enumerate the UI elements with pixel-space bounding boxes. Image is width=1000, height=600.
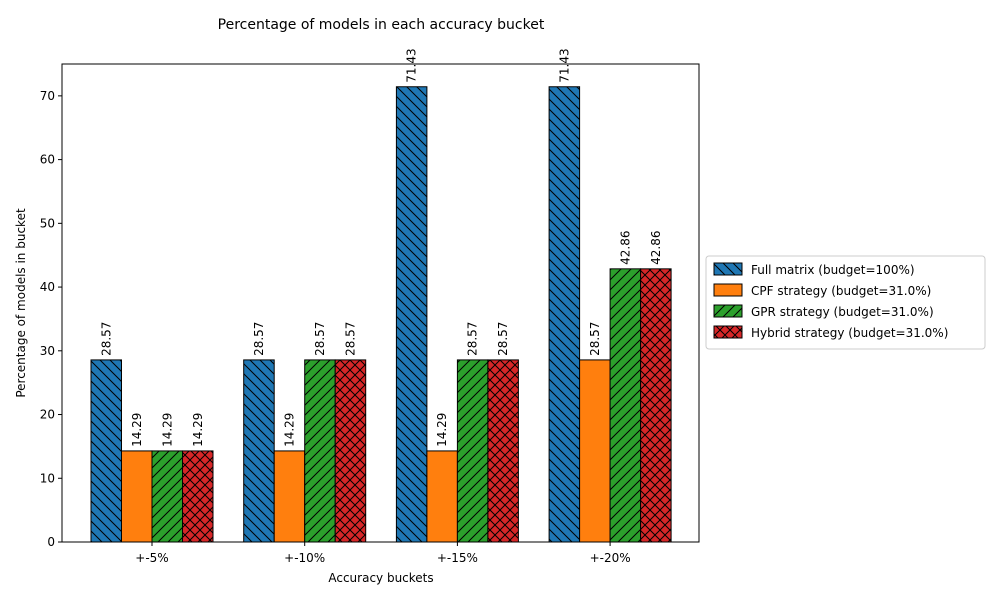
bars-layer [90,86,672,543]
bar [456,359,489,543]
plot-area-frame [61,63,700,543]
bar-fill [426,450,458,542]
bar-value-label: 28.57 [252,322,266,356]
bar [273,450,306,543]
bar-value-label: 14.29 [435,413,449,447]
bar-value-label: 28.57 [313,322,327,356]
bar [243,359,275,543]
bar [151,450,183,543]
bar [609,268,642,543]
legend-label: Hybrid strategy (budget=31.0%) [751,326,948,340]
bar [304,359,336,543]
legend-item: GPR strategy (budget=31.0%) [713,304,934,319]
legend-label: CPF strategy (budget=31.0%) [751,284,931,298]
bar [548,86,581,543]
legend-swatch-hatch [714,326,742,338]
bar [579,359,611,543]
y-tick-label: 70 [40,89,55,103]
bar-value-label: 28.57 [496,322,510,356]
bar [640,268,672,543]
legend-swatch-hatch [714,263,742,275]
x-tick-label: +-5% [135,551,168,565]
bar-hatch [304,359,336,542]
y-tick-label: 60 [40,153,55,167]
x-tick-label: +-10% [284,551,325,565]
bar-hatch [243,359,275,542]
bar-hatch [640,268,672,542]
data-labels-layer: 28.57 28.57 71.43 71.43 14.29 14.29 14.29 28.57… [99,48,663,447]
bar-hatch [335,359,366,542]
legend-swatch-outline [713,325,743,339]
legend-swatch [714,284,742,296]
y-axis: 0 10 20 30 40 50 60 70 [40,89,62,549]
bar [426,450,458,543]
bar-fill [274,450,305,542]
bar-hatch [182,450,213,542]
bar-hatch [91,359,122,542]
bar [90,359,122,543]
legend-swatch-outline [713,283,743,297]
bar-hatch [610,268,641,542]
legend-swatch-outline [713,262,743,276]
x-tick-label: +-15% [437,551,478,565]
bar-hatch [549,86,580,542]
chart-title: Percentage of models in each accuracy bu… [218,17,545,33]
bar-hatch [487,359,519,542]
y-tick-label: 10 [40,471,55,485]
bar [121,450,153,543]
bar-fill [579,359,611,542]
bar-hatch [152,450,183,542]
legend: Full matrix (budget=100%) CPF strategy (b… [705,255,986,350]
legend-label: GPR strategy (budget=31.0%) [751,305,934,319]
bar-value-label: 14.29 [282,413,296,447]
y-tick-label: 0 [47,535,55,549]
bar-value-label: 14.29 [160,413,174,447]
bar [334,359,367,543]
bar [395,86,428,543]
bar-value-label: 28.57 [343,322,357,356]
legend-box [705,255,986,350]
bar-hatch [396,86,427,542]
y-tick-label: 40 [40,280,55,294]
bar-hatch [457,359,488,542]
y-axis-label: Percentage of models in bucket [14,208,28,398]
x-axis: +-5% +-10% +-15% +-20% [135,542,631,565]
bar-value-label: 28.57 [466,322,480,356]
legend-item: CPF strategy (budget=31.0%) [713,283,931,298]
bar-fill [121,450,152,542]
bar-value-label: 42.86 [618,230,632,264]
bar-value-label: 14.29 [191,413,205,447]
x-axis-label: Accuracy buckets [328,571,433,585]
legend-item: Full matrix (budget=100%) [713,262,915,277]
bar [487,359,519,543]
bar-value-label: 14.29 [130,413,144,447]
bar-value-label: 71.43 [557,48,571,82]
bar-value-label: 28.57 [99,322,113,356]
legend-label: Full matrix (budget=100%) [751,263,915,277]
bar-value-label: 71.43 [405,48,419,82]
y-tick-label: 50 [40,216,55,230]
legend-swatch-outline [713,304,743,318]
y-tick-label: 30 [40,344,55,358]
legend-item: Hybrid strategy (budget=31.0%) [713,325,948,340]
bar-value-label: 42.86 [649,230,663,264]
x-tick-label: +-20% [590,551,631,565]
bar-value-label: 28.57 [588,322,602,356]
y-tick-label: 20 [40,408,55,422]
legend-swatch-hatch [714,305,742,317]
bar [182,450,214,543]
